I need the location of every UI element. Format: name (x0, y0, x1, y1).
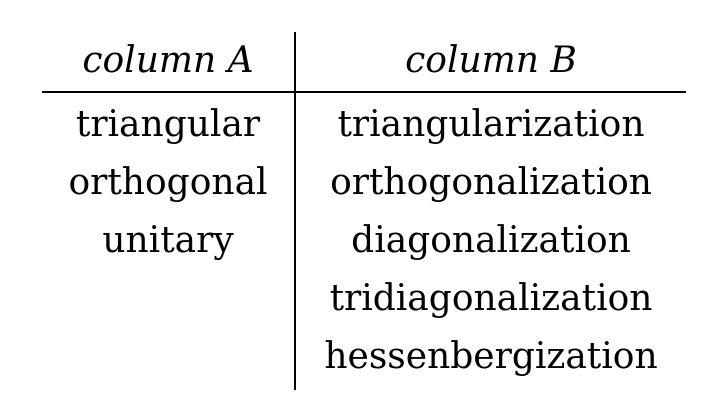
column-b-cell: hessenbergization (324, 336, 658, 377)
column-a-cell: orthogonal (68, 162, 268, 203)
column-a-cell: triangular (75, 104, 261, 145)
column-b-cell: tridiagonalization (329, 278, 653, 319)
header-divider (42, 91, 686, 93)
column-b-cell: orthogonalization (330, 162, 652, 203)
column-b-cell: triangularization (337, 104, 645, 145)
column-a-cell: unitary (102, 220, 234, 261)
column-divider (294, 32, 296, 390)
header-column-b: column B (405, 40, 577, 81)
comparison-table: column A column B triangular orthogonal … (42, 32, 686, 390)
column-b-cell: diagonalization (351, 220, 631, 261)
header-column-a: column A (82, 40, 254, 81)
